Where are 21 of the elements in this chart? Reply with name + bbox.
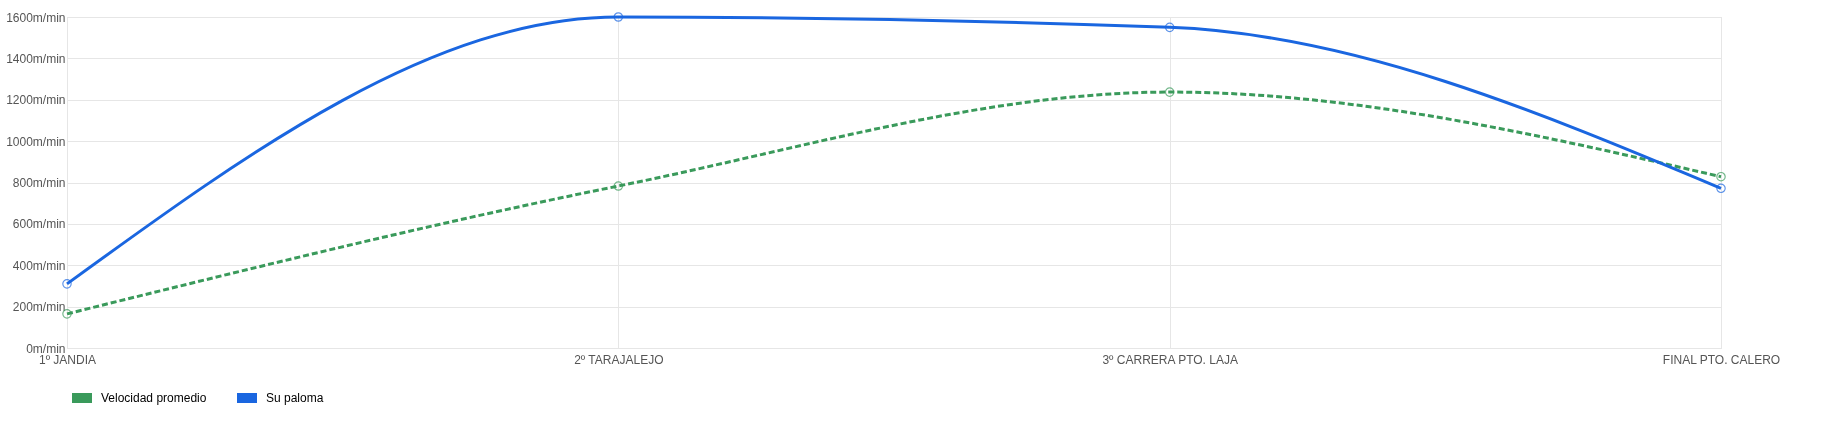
y-tick-label: 800m/min <box>12 176 66 190</box>
legend-label: Velocidad promedio <box>101 391 207 405</box>
point <box>62 279 72 289</box>
point <box>1716 171 1726 182</box>
x-tick-label: 3º CARRERA PTO. LAJA <box>1102 352 1238 367</box>
point <box>62 309 72 319</box>
legend-label: Su paloma <box>266 391 324 405</box>
x-tick-label: FINAL PTO. CALERO <box>1662 352 1781 367</box>
point <box>613 12 624 22</box>
point <box>1164 22 1175 33</box>
y-tick-label: 1600m/min <box>6 10 66 25</box>
y-tick-label: 200m/min <box>12 300 66 315</box>
point <box>1164 87 1175 97</box>
y-tick-label: 1400m/min <box>6 51 66 66</box>
y-tick-label: 400m/min <box>12 258 66 273</box>
x-tick-label: 2º TARAJALEJO <box>574 352 664 367</box>
y-tick-label: 1200m/min <box>6 93 66 108</box>
y-tick-label: 1000m/min <box>6 134 66 149</box>
point <box>613 181 624 191</box>
y-tick-label: 600m/min <box>12 217 66 232</box>
point <box>1716 183 1726 194</box>
